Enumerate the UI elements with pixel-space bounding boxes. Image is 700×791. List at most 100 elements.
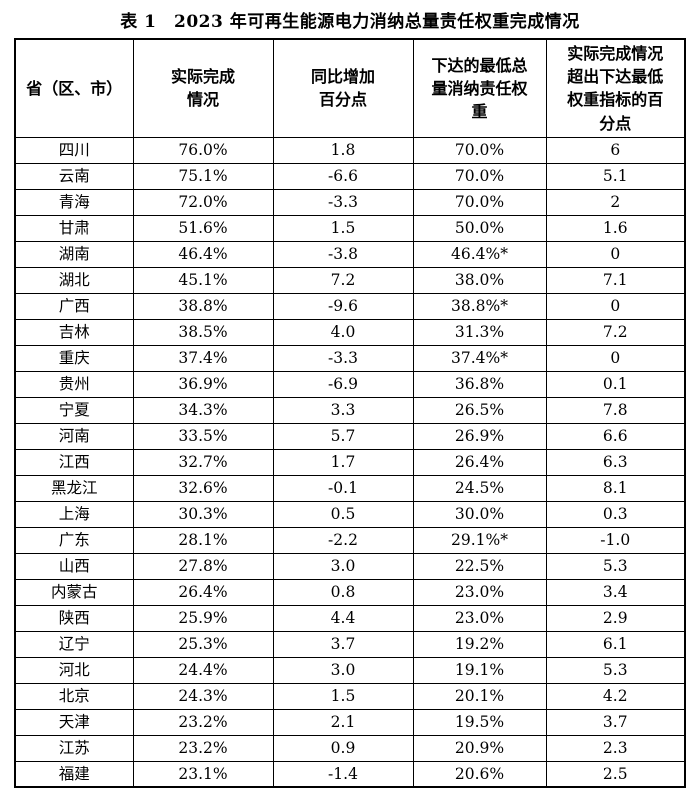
- cell-assigned-minimum-weight: 23.0%: [412, 578, 547, 606]
- cell-excess-over-minimum-pp: 5.1: [545, 162, 686, 190]
- cell-yoy-increase-pp: -3.8: [272, 240, 414, 268]
- cell-yoy-increase-pp: -6.9: [272, 370, 414, 398]
- cell-actual-completion: 25.9%: [132, 604, 274, 632]
- table-row: 广东 28.1% -2.2 29.1%* -1.0: [14, 526, 686, 554]
- cell-actual-completion: 75.1%: [132, 162, 274, 190]
- cell-yoy-increase-pp: 4.0: [272, 318, 414, 346]
- cell-province: 山西: [14, 552, 134, 580]
- cell-assigned-minimum-weight: 20.9%: [412, 734, 547, 762]
- table-row: 吉林 38.5% 4.0 31.3% 7.2: [14, 318, 686, 346]
- cell-yoy-increase-pp: 0.9: [272, 734, 414, 762]
- cell-excess-over-minimum-pp: 0: [545, 240, 686, 268]
- cell-province: 福建: [14, 760, 134, 788]
- cell-assigned-minimum-weight: 23.0%: [412, 604, 547, 632]
- cell-excess-over-minimum-pp: 6: [545, 136, 686, 164]
- cell-assigned-minimum-weight: 26.4%: [412, 448, 547, 476]
- cell-actual-completion: 46.4%: [132, 240, 274, 268]
- cell-yoy-increase-pp: -3.3: [272, 188, 414, 216]
- cell-actual-completion: 38.5%: [132, 318, 274, 346]
- cell-actual-completion: 24.4%: [132, 656, 274, 684]
- cell-province: 吉林: [14, 318, 134, 346]
- header-row: 省（区、市） 实际完成 情况 同比增加 百分点 下达的最低总 量消纳责任权 重 …: [14, 38, 686, 138]
- table-row: 四川 76.0% 1.8 70.0% 6: [14, 136, 686, 164]
- cell-actual-completion: 72.0%: [132, 188, 274, 216]
- cell-yoy-increase-pp: 0.8: [272, 578, 414, 606]
- cell-province: 北京: [14, 682, 134, 710]
- cell-yoy-increase-pp: 1.5: [272, 214, 414, 242]
- cell-assigned-minimum-weight: 70.0%: [412, 162, 547, 190]
- cell-excess-over-minimum-pp: 2.5: [545, 760, 686, 788]
- table-row: 内蒙古 26.4% 0.8 23.0% 3.4: [14, 578, 686, 606]
- column-header-assigned-minimum-weight: 下达的最低总 量消纳责任权 重: [412, 38, 547, 138]
- cell-assigned-minimum-weight: 19.1%: [412, 656, 547, 684]
- cell-yoy-increase-pp: 3.3: [272, 396, 414, 424]
- cell-assigned-minimum-weight: 36.8%: [412, 370, 547, 398]
- cell-yoy-increase-pp: 0.5: [272, 500, 414, 528]
- cell-province: 天津: [14, 708, 134, 736]
- cell-assigned-minimum-weight: 20.1%: [412, 682, 547, 710]
- cell-province: 湖北: [14, 266, 134, 294]
- cell-actual-completion: 36.9%: [132, 370, 274, 398]
- cell-yoy-increase-pp: 3.0: [272, 656, 414, 684]
- table-row: 江苏 23.2% 0.9 20.9% 2.3: [14, 734, 686, 762]
- table-row: 广西 38.8% -9.6 38.8%* 0: [14, 292, 686, 320]
- cell-yoy-increase-pp: 2.1: [272, 708, 414, 736]
- cell-province: 上海: [14, 500, 134, 528]
- cell-excess-over-minimum-pp: 7.1: [545, 266, 686, 294]
- cell-assigned-minimum-weight: 38.0%: [412, 266, 547, 294]
- cell-province: 重庆: [14, 344, 134, 372]
- cell-province: 河北: [14, 656, 134, 684]
- cell-actual-completion: 51.6%: [132, 214, 274, 242]
- cell-province: 云南: [14, 162, 134, 190]
- cell-actual-completion: 25.3%: [132, 630, 274, 658]
- cell-province: 青海: [14, 188, 134, 216]
- cell-assigned-minimum-weight: 70.0%: [412, 188, 547, 216]
- cell-province: 广东: [14, 526, 134, 554]
- cell-assigned-minimum-weight: 70.0%: [412, 136, 547, 164]
- cell-excess-over-minimum-pp: 7.2: [545, 318, 686, 346]
- column-header-excess-over-minimum-pp: 实际完成情况 超出下达最低 权重指标的百 分点: [545, 38, 686, 138]
- cell-yoy-increase-pp: -2.2: [272, 526, 414, 554]
- cell-excess-over-minimum-pp: 0: [545, 292, 686, 320]
- cell-excess-over-minimum-pp: 5.3: [545, 656, 686, 684]
- cell-assigned-minimum-weight: 50.0%: [412, 214, 547, 242]
- cell-excess-over-minimum-pp: 3.4: [545, 578, 686, 606]
- table-row: 河南 33.5% 5.7 26.9% 6.6: [14, 422, 686, 450]
- cell-province: 江苏: [14, 734, 134, 762]
- cell-yoy-increase-pp: 1.8: [272, 136, 414, 164]
- cell-yoy-increase-pp: 3.0: [272, 552, 414, 580]
- cell-province: 宁夏: [14, 396, 134, 424]
- cell-assigned-minimum-weight: 20.6%: [412, 760, 547, 788]
- table-row: 云南 75.1% -6.6 70.0% 5.1: [14, 162, 686, 190]
- cell-assigned-minimum-weight: 29.1%*: [412, 526, 547, 554]
- cell-assigned-minimum-weight: 26.5%: [412, 396, 547, 424]
- cell-province: 内蒙古: [14, 578, 134, 606]
- cell-yoy-increase-pp: -0.1: [272, 474, 414, 502]
- cell-province: 四川: [14, 136, 134, 164]
- cell-excess-over-minimum-pp: 2: [545, 188, 686, 216]
- table-row: 宁夏 34.3% 3.3 26.5% 7.8: [14, 396, 686, 424]
- renewable-energy-consumption-table: 省（区、市） 实际完成 情况 同比增加 百分点 下达的最低总 量消纳责任权 重 …: [14, 38, 686, 789]
- cell-actual-completion: 32.7%: [132, 448, 274, 476]
- cell-actual-completion: 34.3%: [132, 396, 274, 424]
- cell-excess-over-minimum-pp: 2.3: [545, 734, 686, 762]
- cell-assigned-minimum-weight: 31.3%: [412, 318, 547, 346]
- cell-actual-completion: 26.4%: [132, 578, 274, 606]
- column-header-actual-completion: 实际完成 情况: [132, 38, 274, 138]
- cell-actual-completion: 23.1%: [132, 760, 274, 788]
- table-row: 黑龙江 32.6% -0.1 24.5% 8.1: [14, 474, 686, 502]
- table-row: 重庆 37.4% -3.3 37.4%* 0: [14, 344, 686, 372]
- cell-yoy-increase-pp: 5.7: [272, 422, 414, 450]
- cell-excess-over-minimum-pp: 7.8: [545, 396, 686, 424]
- table-row: 江西 32.7% 1.7 26.4% 6.3: [14, 448, 686, 476]
- table-header: 省（区、市） 实际完成 情况 同比增加 百分点 下达的最低总 量消纳责任权 重 …: [14, 38, 686, 138]
- cell-yoy-increase-pp: 7.2: [272, 266, 414, 294]
- cell-assigned-minimum-weight: 26.9%: [412, 422, 547, 450]
- cell-actual-completion: 27.8%: [132, 552, 274, 580]
- cell-yoy-increase-pp: 3.7: [272, 630, 414, 658]
- cell-province: 黑龙江: [14, 474, 134, 502]
- cell-assigned-minimum-weight: 19.5%: [412, 708, 547, 736]
- cell-actual-completion: 30.3%: [132, 500, 274, 528]
- column-header-yoy-increase-pp: 同比增加 百分点: [272, 38, 414, 138]
